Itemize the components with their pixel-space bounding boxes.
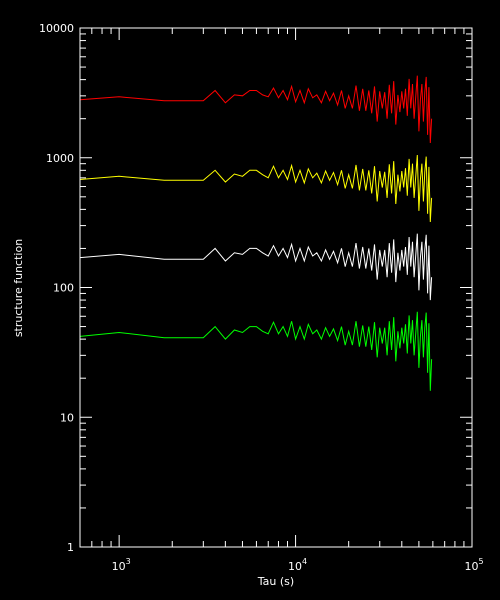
x-axis-label: Tau (s) [257, 575, 294, 588]
y-tick-label: 10 [60, 411, 74, 424]
x-tick-label: 104 [288, 557, 307, 573]
ticks-layer [79, 27, 473, 548]
x-tick-base: 10 [464, 560, 478, 573]
series-line-3 [79, 233, 433, 301]
y-tick-label: 1000 [46, 152, 74, 165]
x-tick-exponent: 5 [478, 557, 483, 566]
series-line-4 [79, 311, 433, 391]
y-tick-label: 1 [67, 541, 74, 554]
x-tick-label: 103 [112, 557, 131, 573]
y-tick-label: 10000 [39, 22, 74, 35]
x-tick-label: 105 [464, 557, 483, 573]
series-line-1 [79, 75, 433, 144]
series-line-2 [79, 154, 433, 223]
y-axis-label: structure function [12, 239, 25, 337]
x-tick-base: 10 [288, 560, 302, 573]
x-tick-base: 10 [112, 560, 126, 573]
series-layer [79, 75, 433, 391]
y-tick-label: 100 [53, 282, 74, 295]
x-tick-exponent: 3 [126, 557, 131, 566]
x-tick-exponent: 4 [302, 557, 307, 566]
